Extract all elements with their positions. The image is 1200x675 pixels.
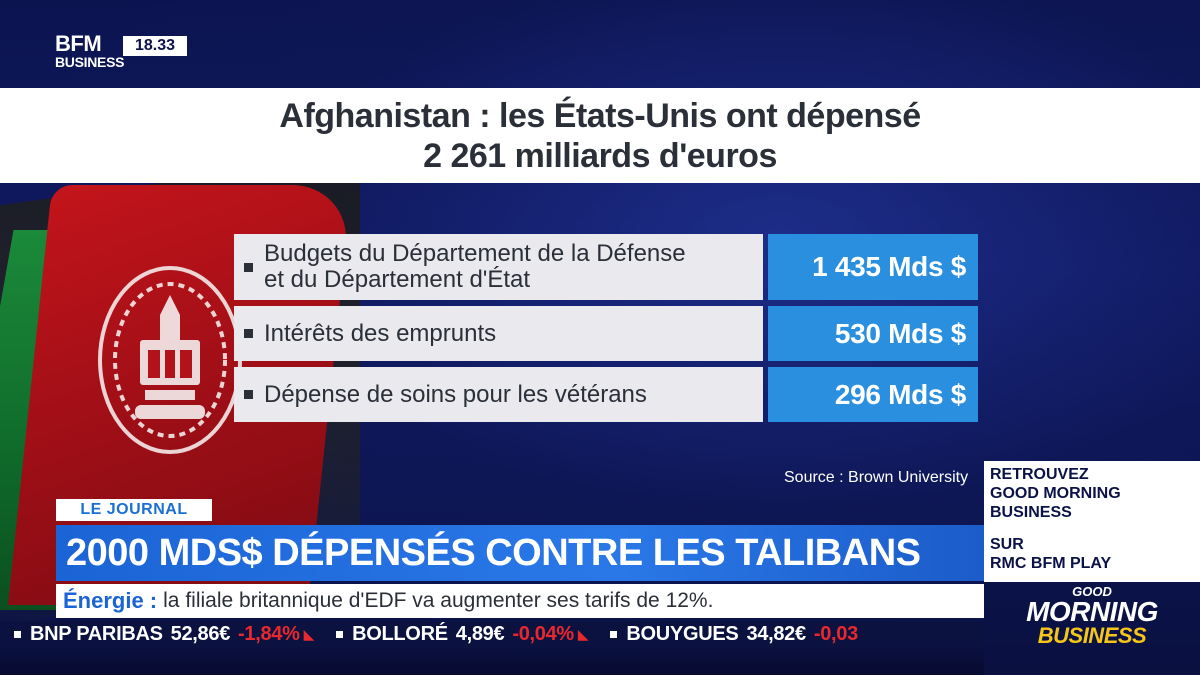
bfm-business-logo: BFM BUSINESS: [55, 31, 125, 71]
down-arrow-icon: ◣: [303, 625, 315, 642]
table-row: Dépense de soins pour les vétérans 296 M…: [234, 367, 978, 422]
title-banner: Afghanistan : les États-Unis ont dépensé…: [0, 88, 1200, 183]
square-bullet-icon: [244, 329, 253, 338]
logo-business-text: BUSINESS: [55, 54, 125, 70]
row-value: 530 Mds $: [834, 317, 966, 349]
ticker-item: BOUYGUES 34,82€ -0,03: [610, 623, 862, 646]
row-value: 1 435 Mds $: [812, 251, 966, 282]
row-value-cell: 296 Mds $: [768, 367, 978, 422]
ticker-name: BOUYGUES: [626, 622, 739, 645]
news-bar: Énergie : la filiale britannique d'EDF v…: [56, 584, 984, 618]
source-credit: Source : Brown University: [784, 469, 969, 486]
ticker-price: 34,82€: [746, 622, 806, 645]
gmb-good: GOOD: [1072, 584, 1112, 599]
promo-line-3: BUSINESS: [990, 504, 1072, 521]
gmb-business: BUSINESS: [1037, 623, 1147, 648]
title-line-2: 2 261 milliards d'euros: [423, 136, 777, 175]
headline-bar: 2000 MDS$ DÉPENSÉS CONTRE LES TALIBANS: [56, 525, 984, 581]
row-label: Budgets du Département de la Défense et …: [264, 241, 686, 293]
row-label-line-2: et du Département d'État: [264, 266, 531, 293]
row-label-cell: Dépense de soins pour les vétérans: [234, 367, 763, 422]
news-topic: Énergie :: [63, 588, 158, 613]
row-label-line-1: Budgets du Département de la Défense: [264, 240, 686, 267]
ticker-square-icon: [610, 630, 618, 638]
table-row: Budgets du Département de la Défense et …: [234, 234, 978, 300]
promo-line-2: GOOD MORNING: [990, 485, 1121, 502]
afghan-emblem-icon: [98, 266, 242, 454]
ticker-price: 52,86€: [170, 622, 231, 645]
promo-line-4: SUR: [990, 536, 1024, 553]
ticker-square-icon: [14, 630, 21, 638]
promo-line-1: RETROUVEZ: [990, 466, 1089, 483]
row-label-cell: Budgets du Département de la Défense et …: [234, 234, 763, 300]
ticker-item: BNP PARIBAS 52,86€ -1,84% ◣: [14, 623, 322, 646]
ticker-change: -0,03: [813, 622, 858, 645]
ticker-change: -1,84%: [238, 622, 300, 645]
show-tag: LE JOURNAL: [56, 499, 212, 521]
row-label-cell: Intérêts des emprunts: [234, 306, 763, 361]
ticker-price: 4,89€: [455, 622, 505, 645]
headline: 2000 MDS$ DÉPENSÉS CONTRE LES TALIBANS: [66, 531, 921, 574]
row-value-cell: 530 Mds $: [768, 306, 978, 361]
ticker-square-icon: [336, 630, 344, 638]
promo-line-5: RMC BFM PLAY: [990, 555, 1112, 572]
title-line-1: Afghanistan : les États-Unis ont dépensé: [279, 96, 921, 135]
row-value: 296 Mds $: [834, 378, 966, 410]
row-value-cell: 1 435 Mds $: [768, 234, 978, 300]
promo-box: RETROUVEZ GOOD MORNING BUSINESS SUR RMC …: [984, 461, 1200, 582]
square-bullet-icon: [244, 390, 253, 399]
ticker-name: BNP PARIBAS: [30, 622, 163, 645]
logo-bfm-text: BFM: [55, 31, 102, 56]
gmb-morning: MORNING: [1026, 596, 1158, 627]
stock-ticker: BNP PARIBAS 52,86€ -1,84% ◣ BOLLORÉ 4,89…: [0, 621, 984, 647]
square-bullet-icon: [244, 262, 253, 272]
good-morning-business-logo: GOOD MORNING BUSINESS: [984, 582, 1200, 675]
table-row: Intérêts des emprunts 530 Mds $: [234, 306, 978, 361]
ticker-change: -0,04%: [512, 622, 574, 645]
down-arrow-icon: ◣: [577, 625, 589, 642]
ticker-name: BOLLORÉ: [352, 622, 448, 645]
ticker-item: BOLLORÉ 4,89€ -0,04% ◣: [336, 623, 596, 646]
clock-time: 18.33: [123, 36, 187, 56]
row-label: Dépense de soins pour les vétérans: [264, 380, 647, 408]
row-label: Intérêts des emprunts: [264, 319, 497, 347]
news-text: la filiale britannique d'EDF va augmente…: [163, 589, 714, 612]
